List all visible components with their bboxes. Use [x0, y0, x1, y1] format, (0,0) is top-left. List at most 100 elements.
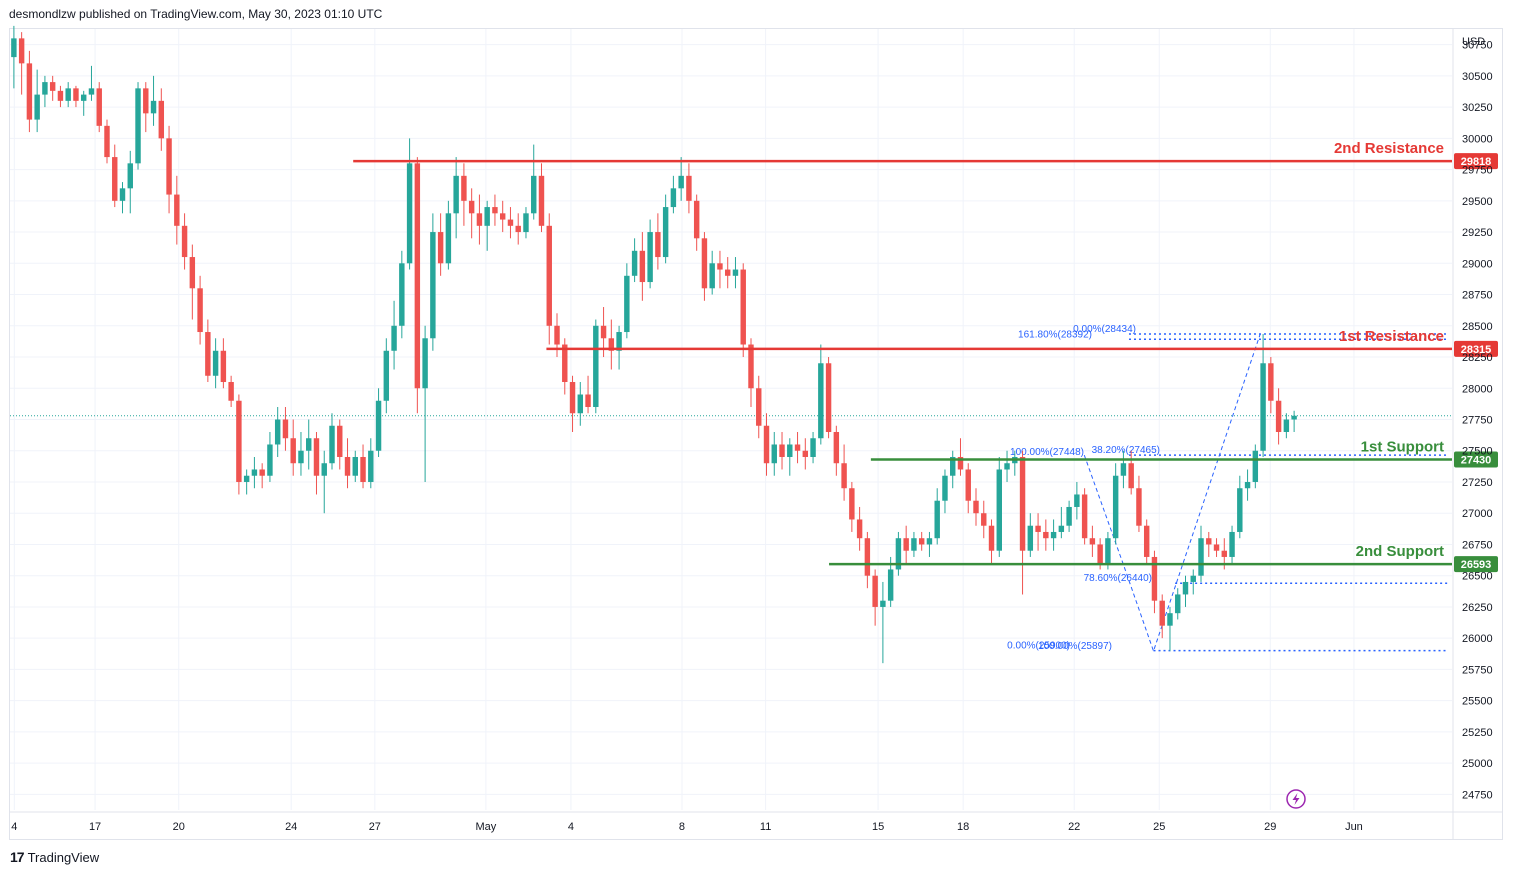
candle-body — [119, 188, 126, 201]
candle-body — [639, 250, 646, 283]
level-name: 1st Support — [1361, 438, 1444, 455]
candle-body — [856, 519, 863, 539]
candle-body — [756, 388, 762, 426]
fib-path — [1083, 333, 1261, 653]
candle-body — [1260, 363, 1266, 451]
y-tick-label: 26500 — [1462, 571, 1493, 583]
candle-body — [1050, 531, 1057, 539]
candle-body — [492, 207, 498, 214]
candle-body — [1213, 544, 1220, 551]
candle-body — [903, 538, 909, 551]
candle-body — [251, 469, 258, 476]
candle-body — [306, 438, 312, 451]
y-tick-label: 25500 — [1462, 696, 1493, 708]
candle-body — [166, 138, 172, 195]
candle-body — [763, 425, 770, 464]
candle-body — [934, 500, 940, 539]
candle-body — [1175, 594, 1181, 614]
chart-frame[interactable] — [9, 28, 1503, 840]
y-tick-label: 28750 — [1462, 290, 1493, 302]
candle-body — [453, 175, 459, 214]
x-tick-label: 18 — [957, 821, 969, 833]
candle-body — [911, 538, 917, 551]
candle-body — [422, 338, 428, 389]
candle-body — [383, 350, 390, 401]
candle-body — [65, 88, 71, 101]
y-tick-label: 25750 — [1462, 664, 1493, 676]
candle-body — [507, 219, 514, 226]
candle-body — [562, 344, 568, 383]
candle-body — [197, 288, 203, 333]
candle-body — [554, 325, 560, 345]
candle-body — [608, 338, 615, 351]
candle-body — [787, 444, 793, 457]
candle-body — [841, 463, 847, 489]
lightning-icon[interactable] — [1286, 789, 1306, 809]
y-tick-label: 25250 — [1462, 727, 1493, 739]
candles — [11, 25, 1297, 664]
candle-body — [965, 469, 971, 501]
candle-body — [802, 450, 809, 457]
candle-body — [670, 188, 677, 208]
x-tick-label: 22 — [1068, 821, 1080, 833]
x-tick-label: 8 — [679, 821, 685, 833]
candle-body — [1237, 488, 1243, 532]
candle-body — [337, 425, 343, 457]
price-chart[interactable]: 161.80%(28392)0.00%(28434) 100.00%(27448)… — [0, 0, 1513, 845]
candle-body — [1074, 494, 1080, 507]
candle-body — [740, 269, 746, 345]
candle-body — [1112, 475, 1119, 539]
candle-body — [810, 438, 816, 457]
candle-body — [655, 232, 661, 258]
candle-body — [678, 175, 684, 189]
candle-body — [298, 450, 304, 464]
level-price-tag — [1454, 340, 1498, 357]
candle-body — [135, 88, 141, 164]
candle-body — [709, 263, 715, 289]
candle-body — [143, 88, 149, 114]
candle-body — [724, 269, 731, 276]
level-name: 2nd Resistance — [1334, 140, 1444, 157]
candle-body — [189, 257, 196, 289]
candle-body — [1027, 525, 1034, 551]
fib-label: 100.00%(27448) — [1010, 447, 1084, 458]
candle-body — [220, 350, 227, 383]
candle-body — [360, 456, 366, 482]
x-tick-label: 27 — [369, 821, 381, 833]
candle-body — [18, 38, 25, 64]
candle-body — [1151, 556, 1158, 601]
y-tick-label: 27000 — [1462, 508, 1493, 520]
candle-body — [593, 325, 599, 408]
candle-body — [624, 275, 630, 333]
candle-body — [313, 438, 320, 476]
candle-body — [693, 200, 700, 239]
candle-body — [181, 225, 188, 258]
y-tick-label: 28500 — [1462, 321, 1493, 333]
y-tick-label: 30250 — [1462, 102, 1493, 114]
candle-body — [1221, 550, 1228, 557]
candle-body — [1252, 450, 1259, 482]
sr-levels: 2nd Resistance 29818 1st Resistance 28315 1s… — [353, 140, 1498, 573]
price-axis: 24750 25000 25250 25500 25750 26000 26250 26500… — [1452, 28, 1493, 840]
candle-body — [732, 269, 739, 276]
candle-body — [686, 175, 692, 201]
candle-body — [57, 90, 64, 101]
x-tick-label: 4 — [11, 821, 17, 833]
candle-body — [158, 100, 165, 139]
candle-body — [476, 213, 483, 226]
candle-body — [973, 500, 979, 514]
fib-label: 78.60%(26440) — [1084, 573, 1152, 584]
y-tick-label: 28000 — [1462, 383, 1493, 395]
candle-body — [321, 463, 327, 476]
candle-body — [1182, 581, 1189, 595]
candle-body — [631, 250, 638, 276]
candle-body — [1035, 525, 1041, 532]
candle-body — [546, 225, 552, 326]
level-price-tag — [1454, 153, 1498, 170]
tradingview-brand: TradingView — [27, 849, 100, 865]
candle-body — [243, 475, 250, 482]
y-tick-label: 27750 — [1462, 415, 1493, 427]
fib-label: 0.00%(25900) — [1007, 641, 1070, 652]
y-tick-label: 27250 — [1462, 477, 1493, 489]
candle-body — [1283, 419, 1290, 432]
